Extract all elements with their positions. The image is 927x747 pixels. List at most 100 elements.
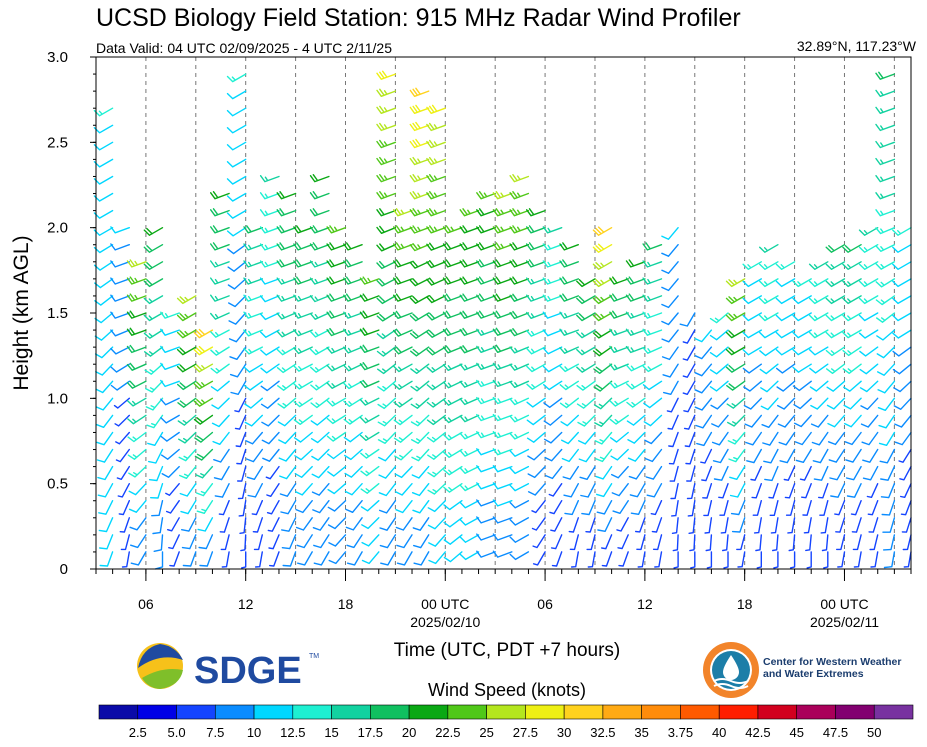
wind-barb <box>294 465 313 478</box>
wind-barb <box>728 448 746 463</box>
wind-barb <box>476 465 496 473</box>
wind-barb <box>94 329 114 341</box>
colorbar-swatch <box>370 704 410 720</box>
wind-barb <box>393 346 413 355</box>
wind-barb <box>646 483 663 498</box>
colorbar-swatches <box>98 704 914 720</box>
wind-barb <box>426 312 446 321</box>
wind-barb <box>661 278 679 292</box>
wind-barb <box>213 465 230 481</box>
wind-barb <box>509 363 530 371</box>
wind-barb <box>210 380 230 392</box>
wind-barb <box>295 483 313 496</box>
wind-barb <box>775 295 796 305</box>
wind-barb <box>177 380 197 391</box>
wind-barb <box>628 465 646 480</box>
wind-barb <box>426 174 446 183</box>
wind-barb <box>808 312 829 322</box>
wind-barb <box>343 431 363 443</box>
wind-barb <box>576 363 596 373</box>
wind-barb <box>736 534 746 551</box>
wind-profile-plot: 0 0.5 1.0 1.5 2.0 2.5 3.0 06 12 18 00 UTC 2025/02/… <box>47 49 912 630</box>
wind-barb <box>376 278 397 287</box>
wind-barb <box>812 448 829 464</box>
wind-barb <box>881 500 896 516</box>
wind-barb <box>126 362 147 371</box>
wind-barb <box>393 259 413 268</box>
wind-barb <box>492 191 513 200</box>
wind-barb <box>120 534 130 551</box>
wind-barb <box>492 225 513 234</box>
colorbar-label: 40 <box>712 725 726 740</box>
wind-barb <box>776 380 796 392</box>
wind-barb <box>376 122 397 132</box>
wind-barb <box>179 483 197 497</box>
wind-barb <box>228 312 247 325</box>
wind-barb <box>459 259 480 268</box>
wind-barb <box>727 431 746 445</box>
wind-barb <box>476 276 496 285</box>
wind-barb <box>239 517 247 534</box>
wind-barb <box>611 483 629 497</box>
wind-barb <box>343 311 363 319</box>
wind-barb <box>682 363 696 378</box>
wind-barb <box>626 397 646 408</box>
colorbar-label: 15 <box>324 725 338 740</box>
wind-barb <box>673 551 679 569</box>
colorbar-swatch <box>680 704 720 720</box>
wind-barb <box>426 431 446 443</box>
wind-barb <box>709 346 729 358</box>
wind-barb <box>509 380 530 388</box>
wind-barb <box>542 226 563 234</box>
wind-barb <box>93 244 114 254</box>
wind-barb <box>492 344 513 353</box>
wind-barb <box>359 397 380 406</box>
wind-barb <box>278 431 297 445</box>
wind-barb <box>237 465 247 482</box>
wind-barb <box>326 363 347 372</box>
wind-barb <box>687 500 696 517</box>
wind-barb <box>310 397 330 409</box>
wind-barb <box>115 448 130 463</box>
wind-barb <box>309 346 330 356</box>
wind-barb <box>117 483 130 498</box>
wind-barb <box>509 465 530 475</box>
wind-barb <box>609 414 629 425</box>
wind-barb <box>293 276 313 285</box>
wind-barb <box>877 363 896 376</box>
wind-barb <box>378 465 397 479</box>
wind-barb <box>892 346 912 357</box>
wind-barb <box>689 534 696 552</box>
wind-barb <box>393 242 413 251</box>
wind-barb <box>788 534 796 552</box>
colorbar-label: 42.5 <box>745 725 770 740</box>
colorbar-title: Wind Speed (knots) <box>427 680 587 700</box>
wind-barb <box>559 346 579 354</box>
wind-barb <box>531 517 546 531</box>
wind-barb <box>97 483 114 498</box>
wind-barb <box>563 483 579 498</box>
plot-frame <box>95 56 912 570</box>
wind-barb <box>787 517 796 534</box>
wind-barb <box>442 345 463 354</box>
wind-barb <box>113 397 130 409</box>
wind-barb <box>476 499 496 507</box>
wind-barb <box>611 465 629 479</box>
wind-barb <box>642 363 663 373</box>
wind-barb <box>726 380 746 391</box>
wind-barb <box>559 242 579 251</box>
wind-barbs <box>93 70 912 570</box>
wind-barb <box>220 534 230 551</box>
wind-barb <box>612 500 629 514</box>
wind-barb <box>443 431 463 441</box>
wind-barb <box>310 363 330 373</box>
wind-barb <box>492 293 513 302</box>
wind-barb <box>892 329 912 339</box>
wind-barb <box>825 244 846 253</box>
wind-barb <box>743 397 762 410</box>
wind-barb <box>642 242 663 251</box>
wind-barb <box>160 448 180 460</box>
wind-barb <box>592 312 613 322</box>
wind-barb <box>309 208 330 217</box>
wind-barb <box>160 431 180 442</box>
